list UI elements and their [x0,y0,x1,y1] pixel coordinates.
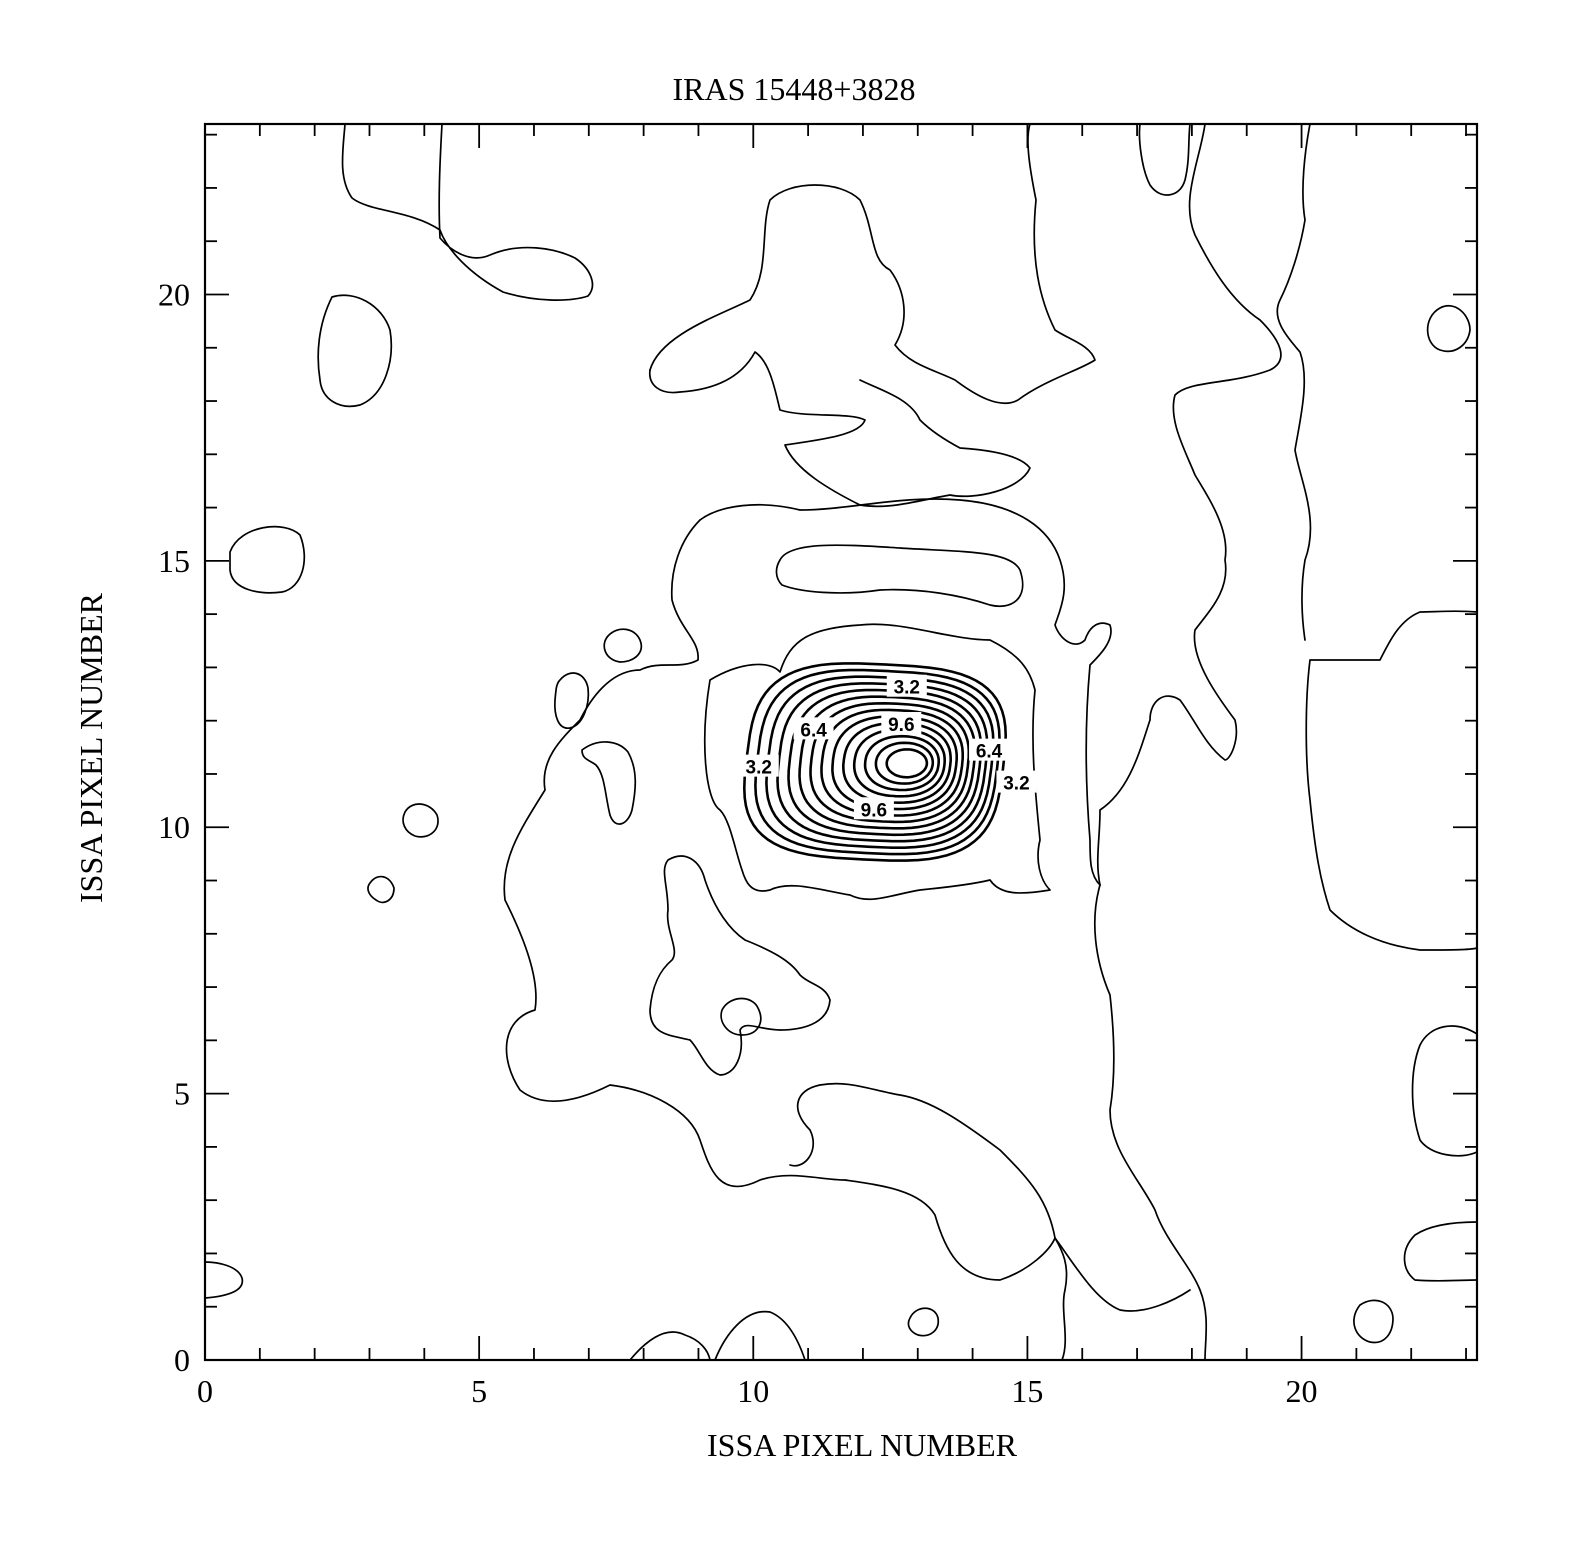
y-tick-label: 20 [158,276,190,312]
contour-bottom-mid-arc [1054,1237,1191,1312]
contour-ring-9 [649,855,831,1076]
contour-right-edge-bottom [1403,1221,1478,1282]
y-tick-label: 5 [174,1076,190,1112]
peak-contour-ring [831,715,959,811]
contour-blob-left-15 [229,525,306,594]
contour-level-label: 9.6 [888,715,914,736]
peak-contour-ring [863,734,941,792]
contour-band-15 [775,544,1024,607]
contour-labels: 3.29.66.43.26.43.29.6 [738,674,1037,821]
contour-top-left-band [341,123,594,301]
contour-bottom-arch-left [629,1331,711,1361]
contour-level-label: 3.2 [894,678,920,699]
contour-source-right-side [789,1082,1068,1361]
contour-bottom-arch-right [714,1310,806,1361]
major-ticks [204,124,1477,1361]
contour-bottom-right-arc [1093,884,1208,1361]
contour-plateau [703,623,1051,901]
peak-contour-ring [874,741,935,785]
plot-frame [203,122,1479,1362]
contour-blob-7 [720,997,762,1036]
contour-blob-left-10a [402,803,439,838]
y-tick-label: 10 [158,809,190,845]
y-tick-labels: 0 5 10 15 20 [158,276,190,1378]
source-contours [503,498,1112,1361]
y-axis-label: ISSA PIXEL NUMBER [73,592,109,903]
peak-contours [742,662,1008,862]
y-tick-label: 15 [158,543,190,579]
x-axis-label: ISSA PIXEL NUMBER [707,1427,1018,1463]
x-tick-label: 20 [1286,1373,1318,1409]
contour-label-bg [886,674,927,697]
contour-blob-right-19 [1426,305,1471,353]
contour-finger-11 [581,741,637,825]
contour-right-band-outer [1276,123,1312,641]
peak-contour-ring [841,721,953,805]
contour-label-bg [738,754,779,777]
contour-level-label: 3.2 [746,758,772,779]
chart-title: IRAS 15448+3828 [673,71,916,107]
peak-contour-ring [885,748,929,779]
outer-contours [204,123,1478,1361]
contour-blob-left-9 [367,875,395,904]
contour-right-edge-region [1305,610,1478,951]
peak-contour-ring [809,701,971,824]
x-tick-label: 10 [737,1373,769,1409]
contour-label-bg [853,797,894,820]
y-tick-label: 0 [174,1342,190,1378]
contour-source-outer [503,519,1056,1281]
contour-label-bg [793,717,834,740]
contour-blob-left-edge-1 [204,1261,244,1299]
contour-arch-top-center [649,123,1096,405]
x-tick-label: 5 [471,1373,487,1409]
contour-blob-bottom-mid [907,1307,940,1337]
contour-right-edge-lower [1411,1025,1478,1157]
contour-arch-top-inner [649,351,1031,508]
contour-label-bg [969,738,1010,761]
contour-level-label: 6.4 [976,742,1003,763]
peak-contour-ring [776,682,989,843]
contour-blob-top-right [1138,123,1191,196]
x-tick-labels: 0 5 10 15 20 [197,1373,1318,1409]
minor-ticks [205,124,1477,1360]
contour-blob-13 [603,628,643,663]
contour-level-label: 6.4 [800,720,827,741]
peak-contour-ring [820,708,965,817]
contour-right-band [1096,123,1282,886]
contour-level-label: 3.2 [1003,774,1029,795]
peak-contour-ring [852,728,947,798]
x-tick-label: 15 [1011,1373,1043,1409]
contour-label-bg [881,712,922,735]
contour-blob-12 [554,672,590,729]
peak-contour-ring [787,688,983,837]
peak-contour-ring [798,695,977,830]
contour-blob-upper-left [317,294,393,408]
contour-label-bg [996,770,1037,793]
x-tick-label: 0 [197,1373,213,1409]
contour-level-label: 9.6 [861,800,887,821]
contour-blob-bottom-right [1353,1299,1394,1344]
contour-ring-14 [699,498,1112,886]
